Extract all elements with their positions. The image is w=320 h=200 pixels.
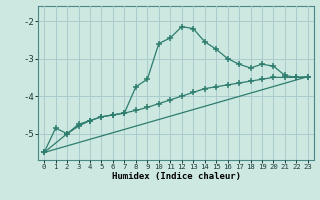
- X-axis label: Humidex (Indice chaleur): Humidex (Indice chaleur): [111, 172, 241, 181]
